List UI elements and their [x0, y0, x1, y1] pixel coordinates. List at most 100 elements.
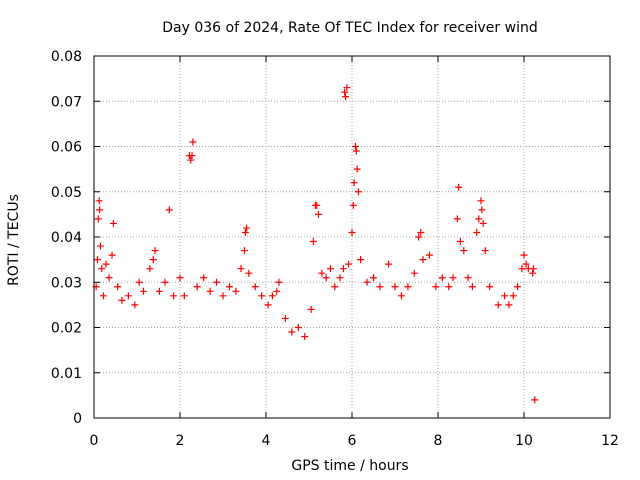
data-point: [342, 93, 350, 101]
grid-lines: [94, 56, 610, 418]
data-point: [345, 260, 353, 268]
data-point: [288, 328, 296, 336]
data-point: [93, 256, 101, 264]
data-point: [415, 233, 423, 241]
data-point: [322, 274, 330, 282]
data-point: [105, 274, 113, 282]
data-point: [331, 283, 339, 291]
data-point: [363, 278, 371, 286]
data-point: [251, 283, 259, 291]
y-tick-label: 0.08: [51, 49, 82, 65]
data-point: [478, 206, 486, 214]
data-point: [501, 292, 509, 300]
data-point: [460, 247, 468, 255]
data-point: [343, 84, 351, 92]
data-point: [352, 147, 360, 155]
data-point: [307, 305, 315, 313]
data-point: [96, 206, 104, 214]
data-point: [479, 219, 487, 227]
data-point: [438, 274, 446, 282]
x-tick-label: 2: [176, 433, 185, 449]
data-point: [354, 188, 362, 196]
data-point: [477, 197, 485, 205]
y-tick-label: 0: [73, 411, 82, 427]
x-tick-label: 8: [434, 433, 443, 449]
data-point: [410, 269, 418, 277]
data-point: [96, 242, 104, 250]
data-point: [348, 228, 356, 236]
data-point: [219, 292, 227, 300]
data-point: [124, 292, 132, 300]
x-tick-label: 10: [515, 433, 533, 449]
x-tick-label: 6: [348, 433, 357, 449]
data-point: [149, 256, 157, 264]
data-point: [114, 283, 122, 291]
data-point: [531, 396, 539, 404]
data-point: [341, 88, 349, 96]
data-point: [225, 283, 233, 291]
data-point: [453, 215, 461, 223]
y-tick-label: 0.06: [51, 140, 82, 156]
data-point: [385, 260, 393, 268]
data-point: [98, 265, 106, 273]
data-point: [529, 265, 537, 273]
data-point: [161, 278, 169, 286]
data-point: [391, 283, 399, 291]
data-point: [213, 278, 221, 286]
data-point: [273, 287, 281, 295]
data-point: [509, 292, 517, 300]
y-tick-label: 0.04: [51, 230, 82, 246]
data-point: [397, 292, 405, 300]
data-point: [193, 283, 201, 291]
x-axis-label: GPS time / hours: [291, 458, 408, 474]
data-point: [245, 269, 253, 277]
data-point: [243, 224, 251, 232]
data-point: [268, 292, 276, 300]
data-point: [339, 265, 347, 273]
data-point: [318, 269, 326, 277]
data-point: [370, 274, 377, 282]
data-point: [155, 287, 163, 295]
data-point: [475, 215, 483, 223]
data-point: [313, 201, 321, 209]
data-point: [327, 265, 334, 273]
data-point: [473, 228, 481, 236]
data-point: [486, 283, 494, 291]
data-point: [449, 274, 457, 282]
data-point: [187, 156, 195, 164]
data-point: [189, 138, 197, 146]
data-point: [353, 165, 361, 173]
data-point: [404, 283, 412, 291]
data-point: [518, 265, 526, 273]
data-point: [350, 179, 358, 187]
data-point: [464, 274, 472, 282]
data-point: [102, 260, 110, 268]
data-point: [336, 274, 344, 282]
data-point: [200, 274, 208, 282]
data-point: [108, 251, 116, 259]
data-point: [94, 215, 102, 223]
y-tick-label: 0.03: [51, 275, 82, 291]
data-point: [180, 292, 188, 300]
data-point: [241, 228, 249, 236]
y-axis-label: ROTI / TECUs: [6, 194, 22, 286]
data-point: [314, 210, 322, 218]
data-point: [309, 238, 317, 246]
data-point: [264, 301, 272, 309]
axis-ticks: 0 0.01 0.02 0.03 0.04 0.05 0.06 0.07 0.08 0 2 4 6 8 10…: [51, 49, 619, 449]
data-point: [281, 314, 289, 322]
data-point: [520, 251, 528, 259]
data-point: [455, 183, 463, 191]
chart-title: Day 036 of 2024, Rate Of TEC Index for r…: [162, 20, 537, 36]
data-point: [494, 301, 502, 309]
data-point: [176, 274, 184, 282]
data-point: [165, 206, 173, 214]
data-point: [99, 292, 107, 300]
data-point: [432, 283, 440, 291]
y-tick-label: 0.01: [51, 366, 82, 382]
data-point: [109, 219, 117, 227]
data-point: [294, 324, 302, 331]
data-point: [425, 251, 433, 259]
